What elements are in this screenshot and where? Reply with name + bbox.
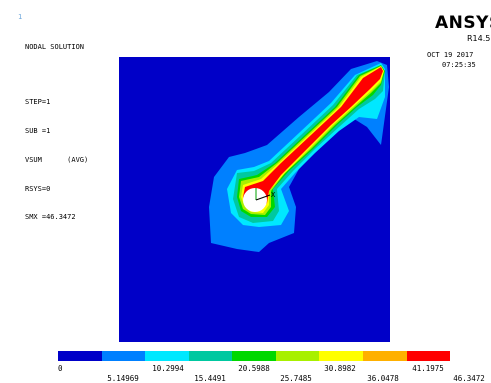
legend-tick: 36.0478 — [367, 374, 399, 383]
legend-band-7 — [319, 351, 363, 361]
smx-line: SMX =46.3472 — [25, 213, 76, 222]
legend-tick: 30.8982 — [324, 364, 356, 373]
legend-tick: 20.5988 — [238, 364, 270, 373]
rsys-line: RSYS=0 — [25, 184, 51, 193]
legend-tick: 10.2994 — [152, 364, 184, 373]
x-axis-triad — [255, 194, 271, 201]
contour-plot-area[interactable]: X — [119, 57, 390, 342]
legend-band-8 — [362, 351, 407, 361]
legend-tick: 0 — [58, 364, 63, 373]
legend-tick: 41.1975 — [412, 364, 444, 373]
legend-band-1 — [58, 351, 102, 361]
hole — [243, 188, 267, 212]
legend-tick: 25.7485 — [280, 374, 312, 383]
substep-line: SUB =1 — [25, 126, 51, 135]
solution-title: NODAL SOLUTION — [25, 43, 85, 52]
legend-band-3 — [145, 351, 189, 361]
plot-time: 07:25:35 — [442, 61, 476, 69]
step-line: STEP=1 — [25, 98, 51, 107]
result-item-line: VSUM (AVG) — [25, 155, 89, 164]
legend-tick: 5.14969 — [107, 374, 139, 383]
window-number: 1 — [18, 13, 23, 21]
release-version: R14.5 — [467, 34, 491, 43]
plot-date: OCT 19 2017 — [427, 51, 474, 59]
x-axis-label: X — [271, 191, 276, 199]
ansys-logo: ANSYS — [435, 13, 491, 33]
legend-band-9 — [406, 351, 451, 361]
legend-band-6 — [275, 351, 320, 361]
contour-legend — [58, 351, 451, 361]
contour-level-7 — [243, 67, 383, 209]
legend-band-2 — [101, 351, 146, 361]
legend-band-5 — [232, 351, 276, 361]
legend-tick: 15.4491 — [194, 374, 226, 383]
legend-band-4 — [188, 351, 233, 361]
solution-info: NODAL SOLUTION STEP=1 SUB =1 VSUM (AVG) … — [25, 24, 88, 232]
legend-tick: 46.3472 — [453, 374, 485, 383]
